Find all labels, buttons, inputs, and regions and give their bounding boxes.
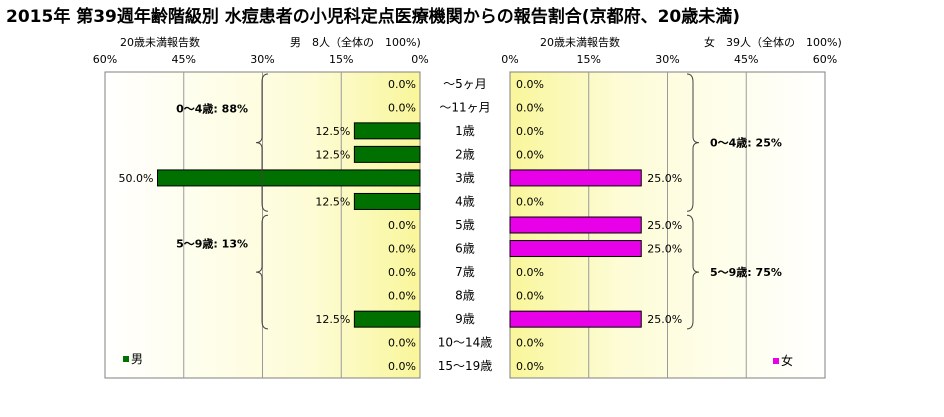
female-data-label: 0.0%: [516, 337, 544, 350]
female-data-label: 0.0%: [516, 360, 544, 373]
male-group-bracket: [255, 214, 269, 330]
male-data-label: 50.0%: [119, 172, 154, 185]
female-bar: [509, 240, 642, 258]
female-legend-swatch: [773, 358, 779, 364]
female-data-label: 25.0%: [647, 172, 682, 185]
age-category-label: 3歳: [455, 171, 475, 185]
female-tick-label: 45%: [734, 53, 758, 66]
male-legend-swatch: [123, 356, 129, 362]
male-subtitle: 男 8人（全体の 100%): [290, 36, 421, 49]
female-tick-label: 60%: [813, 53, 837, 66]
female-data-label: 0.0%: [516, 125, 544, 138]
female-subtitle: 女 39人（全体の 100%): [704, 36, 842, 49]
male-group-label: 0～4歳: 88%: [176, 101, 248, 115]
age-category-label: 1歳: [455, 124, 475, 138]
chart-title: 2015年 第39週年齢階級別 水痘患者の小児科定点医療機関からの報告割合(京都…: [6, 7, 741, 27]
female-bar: [509, 216, 642, 234]
male-bar: [353, 122, 421, 140]
male-data-label: 0.0%: [388, 337, 416, 350]
male-data-label: 12.5%: [315, 125, 350, 138]
female-group-bracket: [686, 73, 700, 212]
male-data-label: 12.5%: [315, 313, 350, 326]
age-category-label: 7歳: [455, 265, 475, 279]
female-bar: [509, 310, 642, 328]
age-category-label: 2歳: [455, 147, 475, 161]
age-category-label: 10～14歳: [438, 336, 493, 350]
female-data-label: 0.0%: [516, 78, 544, 91]
male-data-label: 0.0%: [388, 243, 416, 256]
female-data-label: 0.0%: [516, 101, 544, 114]
male-data-label: 0.0%: [388, 360, 416, 373]
female-tick-label: 0%: [501, 53, 518, 66]
male-axis-title: 20歳未満報告数: [120, 36, 200, 49]
male-data-label: 12.5%: [315, 148, 350, 161]
male-data-label: 12.5%: [315, 195, 350, 208]
male-data-label: 0.0%: [388, 219, 416, 232]
male-bar: [157, 169, 421, 187]
male-group-bracket: [255, 73, 269, 212]
male-data-label: 0.0%: [388, 78, 416, 91]
age-category-label: 8歳: [455, 289, 475, 303]
age-category-label: 15～19歳: [438, 359, 493, 373]
age-category-label: 9歳: [455, 312, 475, 326]
age-category-label: ～11ヶ月: [439, 100, 490, 114]
male-tick-label: 15%: [329, 53, 353, 66]
female-data-label: 0.0%: [516, 195, 544, 208]
male-data-label: 0.0%: [388, 101, 416, 114]
age-category-label: 6歳: [455, 242, 475, 256]
female-axis-title: 20歳未満報告数: [540, 36, 620, 49]
female-data-label: 0.0%: [516, 266, 544, 279]
age-category-label: 5歳: [455, 218, 475, 232]
female-group-label: 5～9歳: 75%: [710, 265, 782, 279]
female-group-bracket: [686, 214, 700, 330]
male-tick-label: 30%: [250, 53, 274, 66]
female-group-label: 0～4歳: 25%: [710, 136, 782, 150]
male-tick-label: 45%: [172, 53, 196, 66]
male-legend-label: 男: [131, 352, 143, 366]
male-bar: [353, 192, 421, 210]
age-category-label: 4歳: [455, 194, 475, 208]
male-tick-label: 0%: [411, 53, 428, 66]
male-tick-label: 60%: [93, 53, 117, 66]
male-data-label: 0.0%: [388, 266, 416, 279]
female-bar: [509, 169, 642, 187]
female-tick-label: 15%: [577, 53, 601, 66]
female-tick-label: 30%: [655, 53, 679, 66]
female-data-label: 0.0%: [516, 148, 544, 161]
female-data-label: 25.0%: [647, 313, 682, 326]
female-data-label: 25.0%: [647, 243, 682, 256]
age-category-label: ～5ヶ月: [443, 77, 487, 91]
female-data-label: 25.0%: [647, 219, 682, 232]
female-data-label: 0.0%: [516, 290, 544, 303]
male-bar: [353, 145, 421, 163]
male-group-label: 5～9歳: 13%: [176, 237, 248, 251]
male-bar: [353, 310, 421, 328]
male-data-label: 0.0%: [388, 290, 416, 303]
female-legend-label: 女: [781, 353, 793, 368]
